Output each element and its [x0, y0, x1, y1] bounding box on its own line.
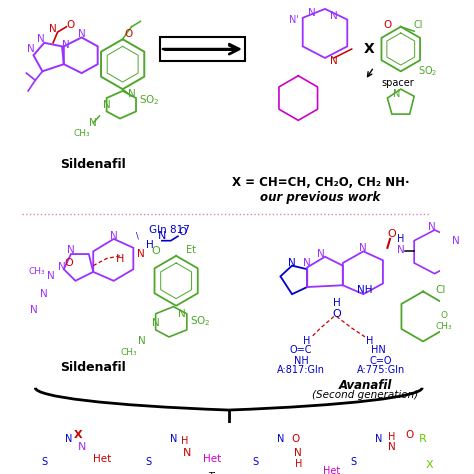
Text: Cl: Cl [436, 285, 446, 295]
Text: H: H [366, 336, 373, 346]
Text: N: N [152, 318, 160, 328]
Text: N: N [308, 9, 316, 18]
Text: S: S [252, 457, 258, 467]
Text: Avanafil: Avanafil [338, 379, 392, 392]
Text: Et: Et [186, 245, 196, 255]
Text: N: N [47, 271, 55, 282]
Text: N: N [428, 222, 436, 232]
Text: N: N [62, 39, 70, 50]
Text: our previous work: our previous work [260, 191, 381, 204]
Text: N: N [452, 236, 460, 246]
Text: N: N [49, 25, 57, 35]
Text: NH: NH [357, 285, 373, 295]
Text: N: N [317, 249, 324, 259]
Text: N: N [359, 243, 367, 253]
Text: Gln 817: Gln 817 [149, 225, 190, 235]
Text: N: N [294, 448, 302, 458]
Text: Het: Het [93, 454, 111, 464]
Text: $\mathregular{SO_2}$: $\mathregular{SO_2}$ [139, 93, 160, 107]
Text: N: N [397, 245, 405, 255]
Text: O: O [406, 430, 414, 440]
Text: O: O [67, 20, 75, 30]
Text: H: H [294, 458, 302, 468]
Text: N: N [103, 100, 110, 110]
Text: C=O: C=O [370, 356, 392, 366]
Text: N: N [110, 231, 118, 241]
Text: H: H [116, 254, 124, 264]
Text: N: N [392, 89, 400, 99]
Text: O: O [332, 309, 341, 319]
Text: N: N [179, 309, 186, 319]
Text: S: S [146, 457, 152, 467]
Text: N: N [30, 305, 37, 315]
Text: N: N [27, 44, 35, 54]
Text: X: X [74, 430, 82, 440]
Text: O: O [178, 227, 186, 237]
Text: N: N [128, 89, 136, 99]
Text: N: N [37, 34, 45, 44]
Text: CH₃: CH₃ [29, 267, 46, 276]
Text: Sildenafil: Sildenafil [60, 158, 126, 172]
Text: X: X [426, 460, 433, 470]
Text: H: H [146, 240, 153, 250]
Text: N: N [65, 434, 73, 444]
Text: NH: NH [293, 356, 308, 366]
Text: N: N [137, 249, 145, 259]
Text: N: N [330, 11, 338, 21]
Text: H: H [388, 432, 395, 442]
Text: H: H [397, 234, 404, 244]
Text: S: S [350, 457, 356, 467]
Text: N': N' [289, 15, 299, 25]
Text: HN: HN [371, 346, 386, 356]
Text: H: H [182, 436, 189, 446]
Text: N: N [375, 434, 382, 444]
Text: A:775:Gln: A:775:Gln [357, 365, 405, 375]
Text: N: N [78, 29, 85, 39]
Text: S: S [41, 457, 47, 467]
Text: O
CH₃: O CH₃ [435, 311, 452, 330]
Text: N: N [388, 443, 396, 453]
Text: O: O [292, 434, 300, 444]
Text: Cl: Cl [414, 20, 423, 30]
Text: Sildenafil: Sildenafil [60, 361, 126, 374]
Text: O: O [387, 228, 396, 238]
Text: N: N [77, 443, 86, 453]
Text: O=C: O=C [290, 346, 312, 356]
Text: N: N [90, 118, 97, 128]
Text: A:817:Gln: A:817:Gln [277, 365, 325, 375]
Text: O: O [65, 258, 73, 268]
Text: H: H [333, 298, 340, 308]
Text: Ti: Ti [208, 473, 216, 474]
Text: N: N [40, 289, 48, 299]
Text: N: N [138, 336, 146, 346]
Text: spacer: spacer [381, 78, 414, 88]
Text: O: O [125, 29, 133, 39]
Text: CH₃: CH₃ [73, 129, 90, 138]
Text: X: X [364, 42, 375, 56]
Text: N: N [277, 434, 284, 444]
Text: $\mathregular{SO_2}$: $\mathregular{SO_2}$ [418, 64, 438, 78]
Text: R: R [419, 434, 427, 444]
Text: O: O [151, 246, 160, 256]
Text: H: H [303, 336, 311, 346]
Text: N: N [182, 448, 191, 458]
Text: Het: Het [323, 465, 340, 474]
Text: N: N [58, 263, 66, 273]
Text: $\mathregular{\backslash}$: $\mathregular{\backslash}$ [136, 230, 140, 241]
Text: N: N [67, 245, 75, 255]
Text: N: N [158, 231, 166, 241]
Text: N: N [303, 258, 311, 268]
Text: CH₃: CH₃ [120, 347, 137, 356]
Text: (Second generation): (Second generation) [312, 390, 418, 400]
Text: N: N [170, 434, 177, 444]
Text: N: N [330, 55, 338, 65]
Text: $\mathregular{SO_2}$: $\mathregular{SO_2}$ [190, 314, 210, 328]
Text: N: N [288, 258, 296, 268]
Text: Het: Het [203, 454, 221, 464]
Text: X = CH=CH, CH₂O, CH₂ NH·: X = CH=CH, CH₂O, CH₂ NH· [232, 176, 410, 189]
Text: O: O [383, 20, 392, 30]
